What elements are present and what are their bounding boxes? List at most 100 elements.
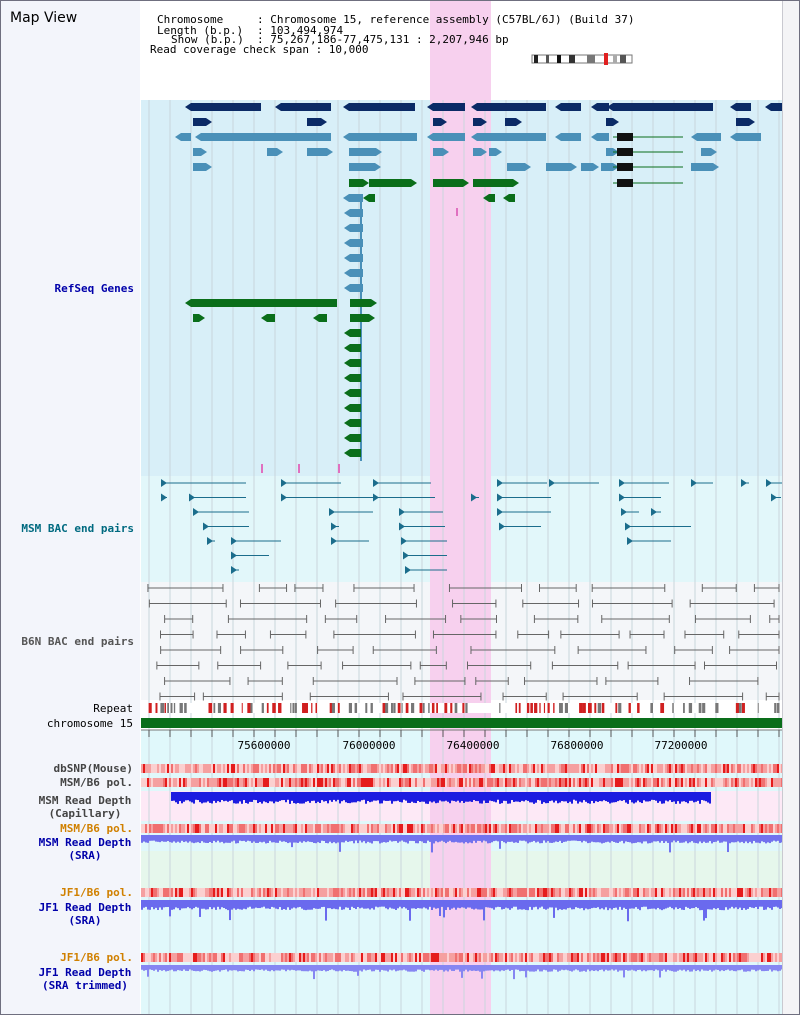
stripe-segment xyxy=(413,778,415,787)
stripe-segment xyxy=(321,778,323,787)
depth-bar xyxy=(651,835,653,843)
stripe-segment xyxy=(519,953,521,962)
stripe-segment xyxy=(161,953,163,962)
stripe-segment xyxy=(287,953,289,962)
stripe-segment xyxy=(603,764,605,773)
ideogram-band xyxy=(613,55,617,63)
track-label-msm-depth-sra[interactable]: MSM Read Depth (SRA) xyxy=(38,836,132,862)
depth-bar xyxy=(549,965,551,972)
depth-bar xyxy=(499,792,501,804)
track-label-jf1-b6-pol-1[interactable]: JF1/B6 pol. xyxy=(60,886,133,899)
depth-bar xyxy=(517,835,519,843)
track-label-dbsnp[interactable]: dbSNP(Mouse) xyxy=(53,762,133,775)
stripe-segment xyxy=(279,953,281,962)
strand-arrow xyxy=(313,314,319,322)
depth-bar xyxy=(249,792,251,802)
stripe-segment xyxy=(505,764,507,773)
stripe-segment xyxy=(687,953,689,962)
stripe-segment xyxy=(387,778,389,787)
stripe-segment xyxy=(365,764,367,773)
depth-bar xyxy=(291,965,293,970)
depth-bar xyxy=(389,835,391,841)
stripe-segment xyxy=(265,778,267,787)
track-label-repeat[interactable]: Repeat xyxy=(93,702,133,715)
stripe-segment xyxy=(679,764,681,773)
stripe-segment xyxy=(167,888,169,897)
strand-arrow xyxy=(193,508,199,516)
track-label-msm-bac[interactable]: MSM BAC end pairs xyxy=(21,522,134,535)
stripe-segment xyxy=(747,953,749,962)
depth-bar xyxy=(651,965,653,971)
track-label-jf1-depth-sra[interactable]: JF1 Read Depth (SRA) xyxy=(38,901,132,927)
stripe-segment xyxy=(625,953,627,962)
track-label-msm-b6-pol-2[interactable]: MSM/B6 pol. xyxy=(60,822,133,835)
depth-bar xyxy=(183,900,185,909)
depth-bar xyxy=(485,835,487,842)
stripe-segment xyxy=(583,888,585,897)
depth-bar xyxy=(497,965,499,971)
stripe-segment xyxy=(755,888,757,897)
depth-bar xyxy=(589,965,591,972)
track-label-msm-b6-pol-1[interactable]: MSM/B6 pol. xyxy=(60,776,133,789)
depth-bar xyxy=(327,965,329,971)
depth-bar xyxy=(539,792,541,801)
depth-bar xyxy=(475,835,477,843)
depth-bar xyxy=(425,835,427,844)
stripe-segment xyxy=(463,764,465,773)
depth-bar xyxy=(665,835,667,842)
track-label-b6n-bac[interactable]: B6N BAC end pairs xyxy=(21,635,134,648)
jf1-sra-depth xyxy=(141,900,783,922)
track-label-msm-depth-capillary[interactable]: MSM Read Depth (Capillary) xyxy=(38,794,132,820)
strand-arrow xyxy=(344,224,350,232)
gene-exon-block xyxy=(489,148,496,156)
depth-bar xyxy=(779,900,781,909)
stripe-segment xyxy=(283,888,285,897)
depth-bar xyxy=(301,835,303,843)
depth-bar xyxy=(575,835,577,841)
stripe-segment xyxy=(375,824,377,833)
stripe-segment xyxy=(711,953,713,962)
stripe-segment xyxy=(395,764,397,773)
track-label-jf1-b6-pol-2[interactable]: JF1/B6 pol. xyxy=(60,951,133,964)
depth-bar xyxy=(631,965,633,970)
stripe-segment xyxy=(153,824,155,833)
stripe-segment xyxy=(349,888,351,897)
stripe-segment xyxy=(575,888,577,897)
stripe-segment xyxy=(507,778,509,787)
stripe-segment xyxy=(647,888,649,897)
stripe-segment xyxy=(759,764,761,773)
depth-bar xyxy=(685,900,687,907)
depth-bar xyxy=(237,792,239,804)
stripe-segment xyxy=(147,953,149,962)
depth-bar xyxy=(243,792,245,801)
stripe-segment xyxy=(751,824,753,833)
depth-bar xyxy=(549,792,551,802)
depth-bar xyxy=(779,835,781,843)
stripe-segment xyxy=(661,888,663,897)
stripe-segment xyxy=(513,953,515,962)
depth-bar xyxy=(605,900,607,908)
stripe-segment xyxy=(241,888,243,897)
stripe-segment xyxy=(477,888,479,897)
stripe-segment xyxy=(275,888,277,897)
stripe-segment xyxy=(225,888,227,897)
track-label-jf1-depth-trimmed[interactable]: JF1 Read Depth (SRA trimmed) xyxy=(38,966,132,992)
stripe-segment xyxy=(751,778,753,787)
stripe-segment xyxy=(653,888,655,897)
stripe-segment xyxy=(143,953,145,962)
depth-bar xyxy=(187,900,189,908)
stripe-segment xyxy=(557,824,559,833)
track-label-refseq[interactable]: RefSeq Genes xyxy=(54,282,134,295)
vertical-scrollbar[interactable] xyxy=(782,1,799,1014)
stripe-segment xyxy=(173,778,175,787)
depth-bar xyxy=(769,900,771,909)
stripe-segment xyxy=(621,778,623,787)
stripe-segment xyxy=(775,764,777,773)
depth-bar xyxy=(517,965,519,970)
stripe-segment xyxy=(419,778,421,787)
strand-arrow xyxy=(403,551,409,560)
stripe-segment xyxy=(629,778,631,787)
depth-bar xyxy=(493,900,495,910)
